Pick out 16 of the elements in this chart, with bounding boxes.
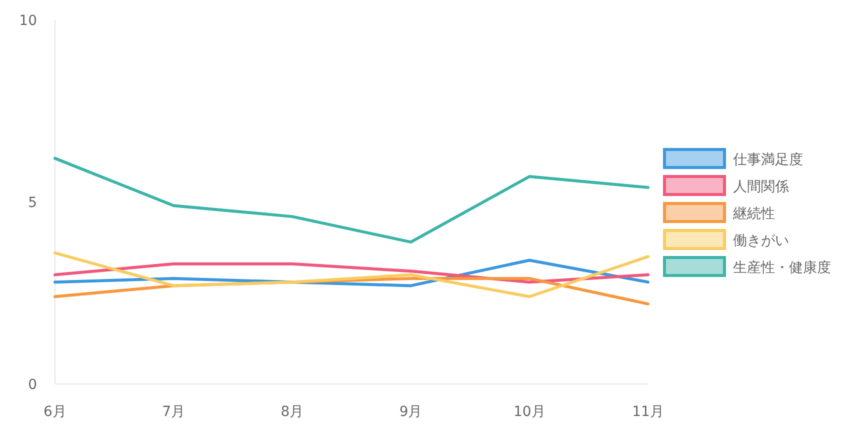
y-tick-label: 0 — [28, 376, 37, 393]
x-tick-label: 9月 — [399, 404, 422, 420]
legend-label: 働きがい — [733, 232, 789, 249]
x-tick-label: 7月 — [162, 404, 186, 420]
x-tick-label: 8月 — [280, 404, 304, 420]
y-tick-label: 10 — [19, 12, 37, 29]
legend-label: 継続性 — [732, 206, 775, 222]
x-tick-label: 10月 — [513, 404, 546, 420]
line-series — [54, 156, 650, 244]
legend-label: 仕事満足度 — [732, 152, 803, 168]
legend-label: 人間関係 — [733, 178, 789, 195]
legend-label: 生産性・健康度 — [733, 260, 831, 276]
y-tick-label: 5 — [28, 194, 37, 211]
x-tick-label: 6月 — [44, 404, 66, 420]
x-tick-label: 11月 — [632, 404, 664, 420]
line-series — [54, 251, 650, 298]
